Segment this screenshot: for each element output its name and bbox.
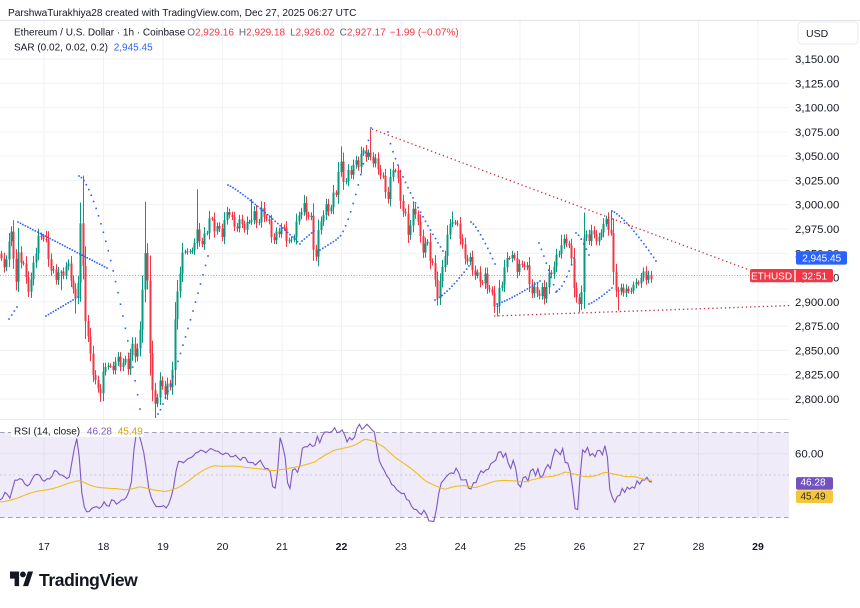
svg-text:17: 17	[38, 541, 50, 553]
svg-text:24: 24	[455, 541, 467, 553]
svg-text:20: 20	[217, 541, 229, 553]
svg-text:TradingView: TradingView	[39, 570, 138, 590]
svg-text:26: 26	[574, 541, 586, 553]
svg-text:USD: USD	[806, 28, 829, 40]
svg-text:60.00: 60.00	[795, 449, 824, 461]
svg-text:27: 27	[633, 541, 645, 553]
svg-text:2,850.00: 2,850.00	[795, 345, 839, 357]
svg-text:2,900.00: 2,900.00	[795, 297, 839, 309]
svg-text:28: 28	[693, 541, 705, 553]
svg-text:3,150.00: 3,150.00	[795, 54, 839, 66]
svg-text:3,000.00: 3,000.00	[795, 200, 839, 212]
svg-text:3,050.00: 3,050.00	[795, 151, 839, 163]
svg-text:19: 19	[157, 541, 169, 553]
svg-text:2,975.00: 2,975.00	[795, 224, 839, 236]
svg-text:2,875.00: 2,875.00	[795, 321, 839, 333]
svg-text:SAR (0.02, 0.02, 0.2) 2,945.45: SAR (0.02, 0.02, 0.2) 2,945.45	[14, 43, 153, 54]
svg-text:ETHUSD: ETHUSD	[751, 271, 792, 282]
svg-text:3,125.00: 3,125.00	[795, 78, 839, 90]
svg-text:3,075.00: 3,075.00	[795, 127, 839, 139]
svg-text:2,800.00: 2,800.00	[795, 394, 839, 406]
svg-text:3,100.00: 3,100.00	[795, 103, 839, 115]
svg-text:21: 21	[276, 541, 288, 553]
svg-text:32:51: 32:51	[802, 271, 827, 282]
svg-text:RSI (14, close) 46.28 45.49: RSI (14, close) 46.28 45.49	[14, 427, 143, 438]
svg-text:3,025.00: 3,025.00	[795, 175, 839, 187]
svg-text:46.28: 46.28	[800, 477, 825, 488]
svg-text:45.49: 45.49	[800, 491, 825, 502]
svg-text:29: 29	[752, 541, 764, 553]
svg-text:2,945.45: 2,945.45	[802, 253, 841, 264]
svg-text:18: 18	[98, 541, 110, 553]
svg-text:22: 22	[336, 541, 348, 553]
svg-text:2,825.00: 2,825.00	[795, 370, 839, 382]
svg-text:25: 25	[514, 541, 526, 553]
svg-text:23: 23	[395, 541, 407, 553]
svg-text:ParshwaTurakhiya28 created wit: ParshwaTurakhiya28 created with TradingV…	[8, 8, 356, 19]
